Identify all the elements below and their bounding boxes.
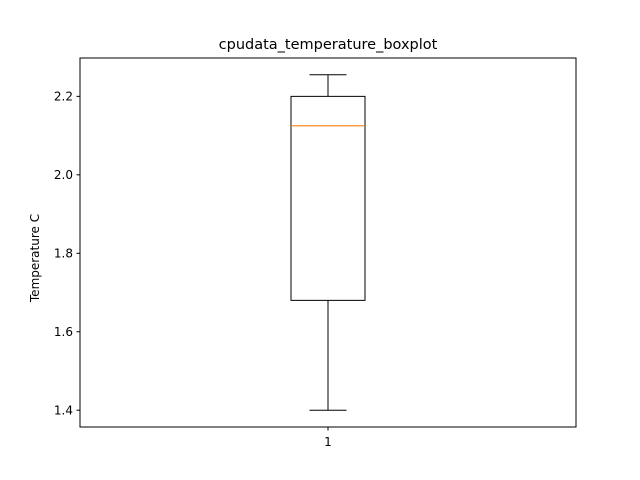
x-tick-label: 1 — [324, 435, 332, 449]
plot-area: 1.4 1.6 1.8 2.0 2.2 1 — [54, 74, 366, 449]
box-iqr — [290, 95, 366, 301]
chart-title: cpudata_temperature_boxplot — [219, 37, 438, 53]
y-tick-label: 1.4 — [54, 404, 73, 418]
y-tick-label: 1.8 — [54, 247, 73, 261]
y-tick-label: 2.2 — [54, 90, 73, 104]
y-tick-label: 1.6 — [54, 325, 73, 339]
y-tick-label: 2.0 — [54, 168, 73, 182]
y-axis-label: Temperature C — [28, 214, 42, 303]
axes-frame — [79, 57, 577, 428]
